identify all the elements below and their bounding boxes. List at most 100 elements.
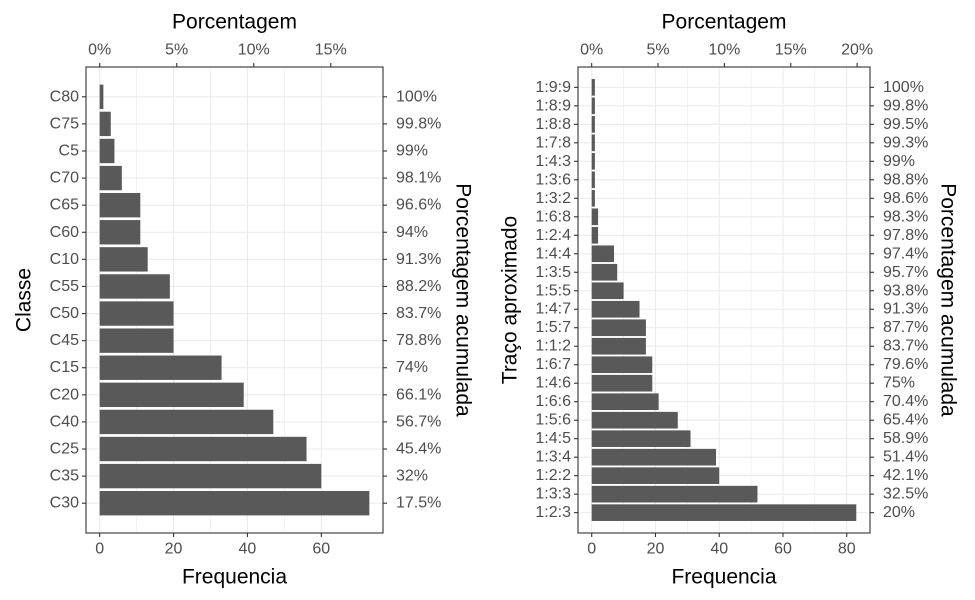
bar-1:6:6 [591,393,659,411]
right-tick-label: 93.8% [883,282,928,299]
bar-C35 [99,463,322,489]
y-tick-label: C65 [50,197,79,214]
y-tick-label: 1:4:7 [535,301,571,318]
y-tick-label: 1:8:8 [535,116,571,133]
bar-C25 [99,436,307,462]
bar-C10 [99,247,148,272]
bar-1:3:5 [591,263,618,281]
right-tick-label: 91.3% [883,301,928,318]
bar-1:9:9 [591,79,595,96]
right-tick-label: 51.4% [883,449,928,466]
right-tick-label: 83.7% [883,338,928,355]
bar-1:8:9 [591,97,595,115]
right-tick-label: 96.6% [396,197,441,214]
top-tick-label: 15% [775,42,807,59]
bar-C15 [99,355,222,380]
bar-C30 [99,491,370,516]
y-tick-label: 1:4:5 [535,430,571,447]
bar-C60 [99,220,141,245]
y-tick-label: 1:2:2 [535,467,571,484]
bar-1:3:6 [591,171,595,189]
top-tick-label: 10% [708,42,740,59]
right-tick-label: 65.4% [883,412,928,429]
y-tick-label: 1:3:5 [535,264,571,281]
y-tick-label: 1:4:3 [535,153,571,170]
right-tick-label: 83.7% [396,305,441,322]
right-tick-label: 97.4% [883,245,928,262]
y-tick-label: 1:6:8 [535,208,571,225]
panel-1-bars [99,84,370,516]
right-tick-label: 95.7% [883,264,928,281]
top-axis-title: Porcentagem [172,11,297,34]
y-tick-label: C20 [50,386,79,403]
x-tick-label: 80 [838,541,856,558]
right-tick-label: 88.2% [396,278,441,295]
bar-C70 [99,165,122,191]
right-tick-label: 91.3% [396,251,441,268]
right-tick-label: 75% [883,375,915,392]
y-tick-label: C35 [50,468,79,485]
right-tick-label: 99.8% [396,115,441,132]
bar-1:6:8 [591,208,599,226]
y-tick-label: C40 [50,413,79,430]
x-tick-label: 40 [710,541,728,558]
y-tick-label: C30 [50,495,79,512]
right-tick-label: 98.3% [883,208,928,225]
y-tick-label: C15 [50,359,79,376]
y-tick-label: 1:5:5 [535,282,571,299]
right-tick-label: 100% [883,79,924,96]
right-tick-label: 20% [883,504,915,521]
right-tick-label: 98.6% [883,190,928,207]
bar-1:2:4 [591,226,599,244]
y-tick-label: 1:9:9 [535,79,571,96]
right-tick-label: 45.4% [396,441,441,458]
bar-1:8:8 [591,116,595,133]
panel-2-grid [578,67,870,533]
y-tick-label: C10 [50,251,79,268]
y-tick-label: 1:1:2 [535,338,571,355]
right-tick-label: 99% [883,153,915,170]
right-tick-label: 97.8% [883,227,928,244]
top-tick-label: 15% [315,42,347,59]
top-tick-label: 20% [841,42,873,59]
bar-1:3:2 [591,189,595,207]
right-tick-label: 32% [396,468,428,485]
top-tick-label: 10% [238,42,270,59]
bar-C5 [99,138,115,164]
panel-1-grid [86,67,383,533]
right-tick-label: 99.3% [883,134,928,151]
bar-1:4:5 [591,430,691,448]
right-tick-label: 66.1% [396,386,441,403]
right-tick-label: 98.8% [883,171,928,188]
right-tick-label: 32.5% [883,486,928,503]
y-axis-title: Classe [13,268,36,332]
bar-1:4:3 [591,152,595,170]
y-tick-label: C70 [50,170,79,187]
y-tick-label: 1:3:4 [535,449,571,466]
right-tick-label: 42.1% [883,467,928,484]
bar-1:1:2 [591,337,646,355]
right-tick-label: 58.9% [883,430,928,447]
bar-C65 [99,192,141,218]
top-tick-label: 0% [580,42,603,59]
right-tick-label: 56.7% [396,413,441,430]
y-tick-label: 1:3:2 [535,190,571,207]
right-tick-label: 94% [396,224,428,241]
y-tick-label: 1:6:7 [535,356,571,373]
x-axis-title: Frequencia [671,566,776,589]
x-tick-label: 0 [587,541,596,558]
bar-1:2:3 [591,504,857,521]
y-tick-label: 1:3:6 [535,171,571,188]
bar-1:3:3 [591,485,758,503]
x-tick-label: 40 [239,541,257,558]
panel-2-bars [591,79,857,521]
y-tick-label: 1:2:4 [535,227,571,244]
y-tick-label: 1:5:7 [535,319,571,336]
bar-C45 [99,328,174,353]
bar-C75 [99,111,111,137]
y-tick-label: C75 [50,115,79,132]
bar-C50 [99,301,174,326]
panel-1-border [85,66,384,534]
